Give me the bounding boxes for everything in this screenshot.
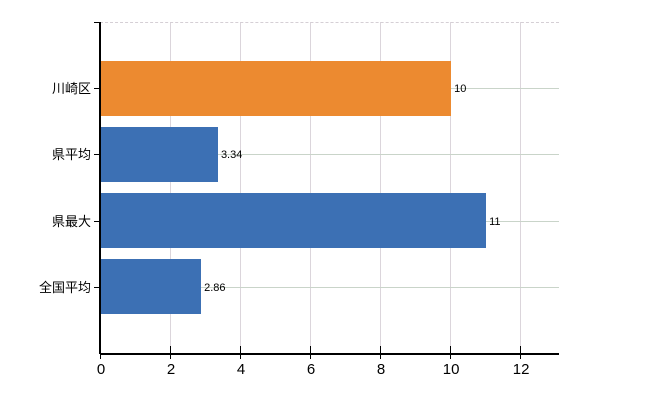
x-axis-tick	[520, 346, 522, 359]
x-axis-tick-label: 8	[376, 361, 386, 378]
plot-top-border	[100, 22, 559, 23]
y-axis-category-label: 川崎区	[51, 81, 91, 97]
bar	[101, 126, 218, 182]
bar-value-label: 2.86	[204, 281, 226, 294]
x-gridline	[310, 22, 312, 353]
x-axis-tick	[310, 346, 312, 359]
y-axis-category-label: 全国平均	[38, 279, 91, 295]
y-axis-category-label: 県平均	[51, 147, 91, 163]
bar	[101, 259, 202, 315]
x-axis-tick-label: 10	[442, 361, 460, 378]
y-axis-line	[99, 22, 101, 354]
x-gridline	[520, 22, 522, 353]
x-axis-tick	[450, 346, 452, 359]
x-axis-tick-label: 4	[236, 361, 246, 378]
bar	[101, 60, 452, 116]
category-gridline	[100, 154, 559, 156]
x-gridline	[450, 22, 452, 353]
bar-value-label: 10	[454, 83, 467, 96]
x-gridline	[380, 22, 382, 353]
y-axis-tick	[94, 154, 100, 156]
y-axis-tick	[94, 220, 100, 222]
x-gridline	[170, 22, 172, 353]
x-axis-tick	[380, 346, 382, 359]
x-axis-tick	[240, 346, 242, 359]
category-gridline	[100, 286, 559, 288]
x-gridline	[240, 22, 242, 353]
y-axis-category-label: 県最大	[51, 213, 91, 229]
bar-value-label: 11	[489, 215, 501, 228]
y-axis-tick	[94, 286, 100, 288]
x-axis-line	[100, 353, 559, 355]
x-axis-tick	[100, 346, 101, 359]
x-axis-tick-label: 2	[166, 361, 176, 378]
bar-value-label: 3.34	[220, 149, 243, 162]
y-axis-tick	[94, 22, 100, 23]
x-axis-tick	[170, 346, 172, 359]
y-axis-tick	[94, 88, 100, 90]
x-axis-tick-label: 6	[306, 361, 316, 378]
bar	[101, 193, 487, 249]
x-axis-tick-label: 12	[512, 361, 530, 378]
x-axis-tick-label: 0	[96, 361, 106, 378]
